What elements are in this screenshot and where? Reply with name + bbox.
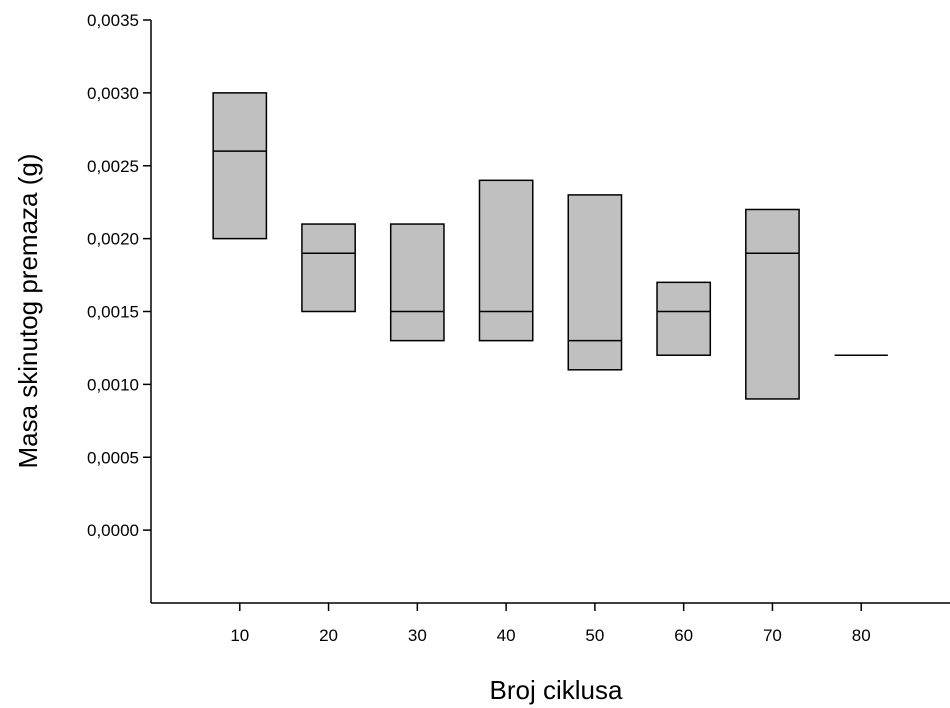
box-rect — [567, 194, 623, 371]
y-tick-label: 0,0035 — [87, 11, 139, 30]
box-rect — [478, 179, 534, 342]
box-series — [212, 92, 888, 400]
box-50 — [567, 194, 623, 371]
plot-area: 0,0000 0,0005 0,0010 0,0015 0,0020 0,0025 0,00… — [87, 11, 950, 645]
box-rect — [212, 92, 268, 240]
box-70 — [745, 208, 800, 400]
y-tick-label: 0,0030 — [87, 84, 139, 103]
box-10 — [212, 92, 268, 240]
box-20 — [301, 223, 356, 313]
x-tick-label: 40 — [497, 626, 516, 645]
box-rect — [745, 208, 800, 400]
y-tick-label: 0,0020 — [87, 230, 139, 249]
x-tick-label: 70 — [763, 626, 782, 645]
box-rect — [389, 223, 445, 342]
box-rect — [301, 223, 356, 313]
x-tick-label: 50 — [585, 626, 604, 645]
y-tick-label: 0,0015 — [87, 303, 139, 322]
y-tick-label: 0,0005 — [87, 448, 139, 467]
y-tick-label: 0,0010 — [87, 375, 139, 394]
x-tick-label: 30 — [408, 626, 427, 645]
y-tick-label: 0,0000 — [87, 521, 139, 540]
x-tick-label: 60 — [674, 626, 693, 645]
y-axis-ticks: 0,0000 0,0005 0,0010 0,0015 0,0020 0,0025 0,00… — [87, 11, 151, 540]
x-tick-label: 20 — [319, 626, 338, 645]
box-40 — [478, 179, 534, 342]
x-tick-label: 80 — [852, 626, 871, 645]
y-tick-label: 0,0025 — [87, 157, 139, 176]
box-60 — [656, 281, 712, 356]
box-rect — [656, 281, 712, 356]
box-30 — [389, 223, 445, 342]
x-axis-ticks: 10 20 30 40 50 60 70 80 — [230, 603, 871, 645]
y-axis-title: Masa skinutog premaza (g) — [13, 153, 43, 468]
x-axis-title: Broj ciklusa — [490, 675, 623, 705]
x-tick-label: 10 — [230, 626, 249, 645]
